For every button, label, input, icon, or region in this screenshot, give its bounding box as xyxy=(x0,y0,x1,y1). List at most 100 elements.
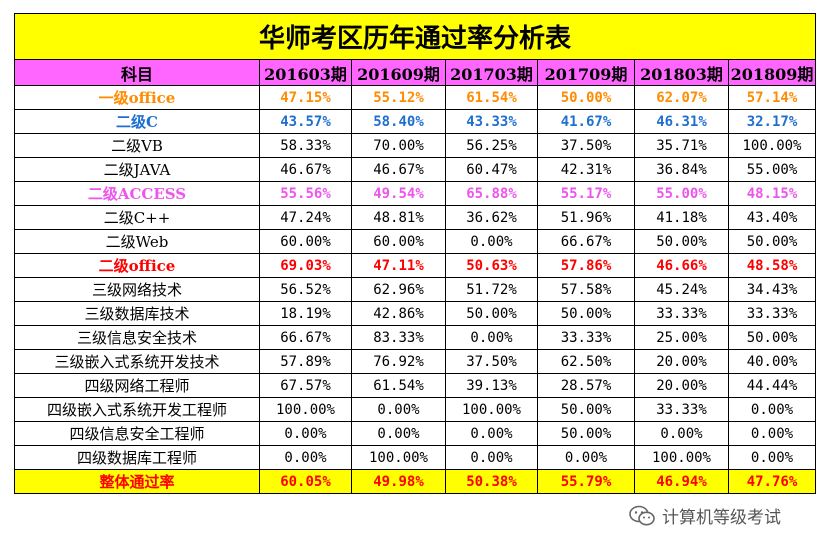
rate-cell: 51.72% xyxy=(445,277,538,302)
rate-cell: 37.50% xyxy=(445,349,538,374)
rate-cell: 50.00% xyxy=(728,229,816,254)
total-rate-cell: 47.76% xyxy=(728,469,816,494)
total-rate-cell: 60.05% xyxy=(259,469,352,494)
rate-cell: 0.00% xyxy=(259,445,352,470)
rate-cell: 35.71% xyxy=(634,133,729,158)
subject-cell: 四级数据库工程师 xyxy=(14,445,260,470)
rate-cell: 0.00% xyxy=(634,421,729,446)
rate-cell: 58.40% xyxy=(351,109,446,134)
rate-cell: 57.14% xyxy=(728,85,816,110)
rate-cell: 83.33% xyxy=(351,325,446,350)
pass-rate-table: 华师考区历年通过率分析表 科目 201603期 201609期 201703期 2017… xyxy=(14,13,816,494)
rate-cell: 45.24% xyxy=(634,277,729,302)
rate-cell: 28.57% xyxy=(537,373,635,398)
rate-cell: 34.43% xyxy=(728,277,816,302)
rate-cell: 43.33% xyxy=(445,109,538,134)
rate-cell: 25.00% xyxy=(634,325,729,350)
subject-cell: 三级数据库技术 xyxy=(14,301,260,326)
rate-cell: 50.00% xyxy=(445,301,538,326)
rate-cell: 100.00% xyxy=(728,133,816,158)
wechat-icon xyxy=(629,505,655,525)
rate-cell: 0.00% xyxy=(445,229,538,254)
rate-cell: 47.15% xyxy=(259,85,352,110)
rate-cell: 76.92% xyxy=(351,349,446,374)
table-row: 四级嵌入式系统开发工程师 100.00% 0.00% 100.00% 50.00% 33.… xyxy=(14,397,816,422)
table-row: 二级Web 60.00% 60.00% 0.00% 66.67% 50.00% 50.00% xyxy=(14,229,816,254)
total-row: 整体通过率 60.05% 49.98% 50.38% 55.79% 46.94% 47.76… xyxy=(14,469,816,494)
rate-cell: 60.00% xyxy=(259,229,352,254)
table-row: 三级数据库技术 18.19% 42.86% 50.00% 50.00% 33.33% 33.… xyxy=(14,301,816,326)
rate-cell: 50.00% xyxy=(728,325,816,350)
table-row: 二级C++ 47.24% 48.81% 36.62% 51.96% 41.18% 43.40… xyxy=(14,205,816,230)
rate-cell: 66.67% xyxy=(259,325,352,350)
rate-cell: 61.54% xyxy=(351,373,446,398)
rate-cell: 60.00% xyxy=(351,229,446,254)
rate-cell: 42.31% xyxy=(537,157,635,182)
rate-cell: 40.00% xyxy=(728,349,816,374)
table-row: 四级网络工程师 67.57% 61.54% 39.13% 28.57% 20.00% 44.… xyxy=(14,373,816,398)
rate-cell: 56.52% xyxy=(259,277,352,302)
rate-cell: 66.67% xyxy=(537,229,635,254)
rate-cell: 20.00% xyxy=(634,349,729,374)
rate-cell: 0.00% xyxy=(351,397,446,422)
rate-cell: 100.00% xyxy=(259,397,352,422)
rate-cell: 0.00% xyxy=(537,445,635,470)
subject-cell: 二级Web xyxy=(14,229,260,254)
rate-cell: 100.00% xyxy=(351,445,446,470)
table-row: 三级信息安全技术 66.67% 83.33% 0.00% 33.33% 25.00% 50.… xyxy=(14,325,816,350)
rate-cell: 57.86% xyxy=(537,253,635,278)
rate-cell: 42.86% xyxy=(351,301,446,326)
rate-cell: 46.67% xyxy=(351,157,446,182)
rate-cell: 50.63% xyxy=(445,253,538,278)
table-row: 二级JAVA 46.67% 46.67% 60.47% 42.31% 36.84% 55.0… xyxy=(14,157,816,182)
rate-cell: 32.17% xyxy=(728,109,816,134)
rate-cell: 41.67% xyxy=(537,109,635,134)
rate-cell: 47.11% xyxy=(351,253,446,278)
rate-cell: 46.67% xyxy=(259,157,352,182)
rate-cell: 0.00% xyxy=(728,445,816,470)
table-row: 四级数据库工程师 0.00% 100.00% 0.00% 0.00% 100.00% 0.0… xyxy=(14,445,816,470)
rate-cell: 55.00% xyxy=(728,157,816,182)
table-row: 三级嵌入式系统开发技术 57.89% 76.92% 37.50% 62.50% 20.00… xyxy=(14,349,816,374)
rate-cell: 65.88% xyxy=(445,181,538,206)
rate-cell: 36.62% xyxy=(445,205,538,230)
table-row: 二级VB 58.33% 70.00% 56.25% 37.50% 35.71% 100.00… xyxy=(14,133,816,158)
rate-cell: 0.00% xyxy=(445,445,538,470)
rate-cell: 48.58% xyxy=(728,253,816,278)
rate-cell: 33.33% xyxy=(634,397,729,422)
rate-cell: 57.89% xyxy=(259,349,352,374)
rate-cell: 58.33% xyxy=(259,133,352,158)
rate-cell: 62.96% xyxy=(351,277,446,302)
rate-cell: 33.33% xyxy=(728,301,816,326)
rate-cell: 20.00% xyxy=(634,373,729,398)
header-period: 201703期 xyxy=(445,59,538,86)
rate-cell: 55.12% xyxy=(351,85,446,110)
rate-cell: 62.50% xyxy=(537,349,635,374)
rate-cell: 49.54% xyxy=(351,181,446,206)
subject-cell: 一级office xyxy=(14,85,260,110)
rate-cell: 70.00% xyxy=(351,133,446,158)
rate-cell: 50.00% xyxy=(537,421,635,446)
rate-cell: 0.00% xyxy=(728,421,816,446)
header-period: 201609期 xyxy=(351,59,446,86)
table-title: 华师考区历年通过率分析表 xyxy=(14,13,816,60)
rate-cell: 100.00% xyxy=(445,397,538,422)
rate-cell: 46.66% xyxy=(634,253,729,278)
rate-cell: 67.57% xyxy=(259,373,352,398)
total-rate-cell: 55.79% xyxy=(537,469,635,494)
rate-cell: 61.54% xyxy=(445,85,538,110)
header-period: 201809期 xyxy=(728,59,816,86)
rate-cell: 56.25% xyxy=(445,133,538,158)
rate-cell: 48.15% xyxy=(728,181,816,206)
rate-cell: 43.40% xyxy=(728,205,816,230)
rate-cell: 0.00% xyxy=(445,325,538,350)
rate-cell: 44.44% xyxy=(728,373,816,398)
header-row: 科目 201603期 201609期 201703期 201709期 201803期 201… xyxy=(14,59,816,86)
rate-cell: 37.50% xyxy=(537,133,635,158)
rate-cell: 50.00% xyxy=(537,301,635,326)
header-subject: 科目 xyxy=(14,59,260,86)
rate-cell: 18.19% xyxy=(259,301,352,326)
rate-cell: 0.00% xyxy=(259,421,352,446)
table-row: 二级office 69.03% 47.11% 50.63% 57.86% 46.66% 48… xyxy=(14,253,816,278)
rate-cell: 0.00% xyxy=(351,421,446,446)
